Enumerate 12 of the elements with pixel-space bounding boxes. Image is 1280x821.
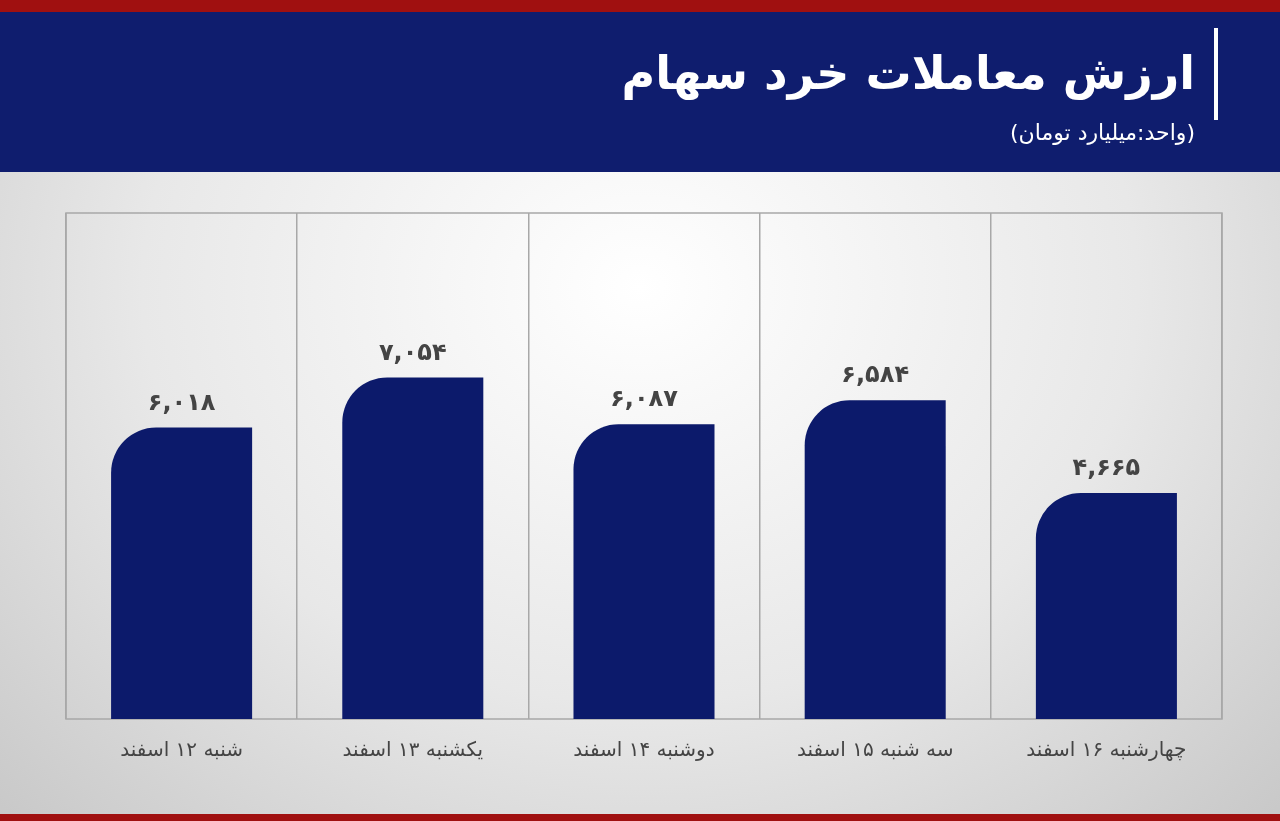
chart-title: ارزش معاملات خرد سهام [621,46,1195,100]
x-tick-label: دوشنبه ۱۴ اسفند [573,737,715,762]
x-tick-label: یکشنبه ۱۳ اسفند [342,737,484,762]
x-tick-label: شنبه ۱۲ اسفند [120,737,243,762]
x-tick-label: سه شنبه ۱۵ اسفند [796,737,954,762]
data-label: ۶,۵۸۴ [841,360,910,389]
chart-subtitle: (واحد:میلیارد تومان) [1009,120,1195,145]
data-label: ۶,۰۱۸ [147,387,216,416]
data-label: ۷,۰۵۴ [378,337,447,366]
data-label: ۴,۶۶۵ [1072,453,1141,482]
data-label: ۶,۰۸۷ [610,384,679,413]
x-tick-label: چهارشنبه ۱۶ اسفند [1026,737,1187,762]
